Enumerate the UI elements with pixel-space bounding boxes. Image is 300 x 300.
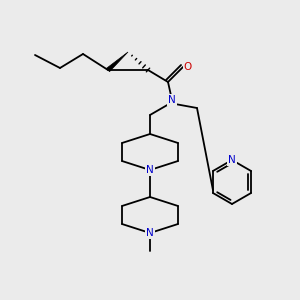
Text: N: N bbox=[146, 228, 154, 238]
Polygon shape bbox=[106, 52, 128, 72]
Text: N: N bbox=[146, 165, 154, 175]
Text: O: O bbox=[184, 62, 192, 72]
Text: N: N bbox=[168, 95, 176, 105]
Text: N: N bbox=[228, 155, 236, 165]
